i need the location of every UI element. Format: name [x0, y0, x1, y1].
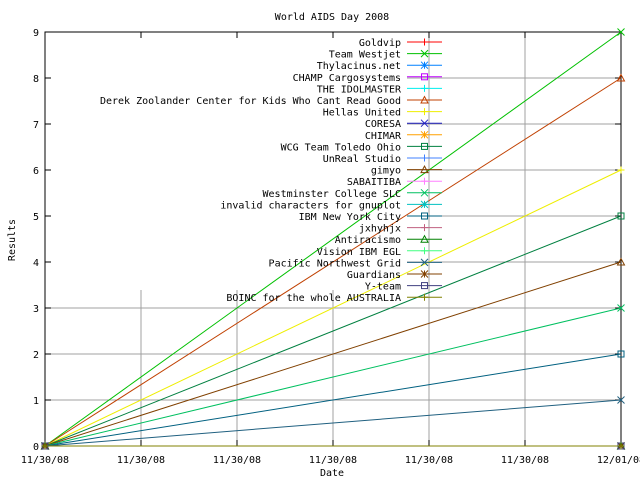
legend-marker	[421, 38, 428, 46]
data-point	[617, 350, 625, 358]
data-point	[616, 73, 626, 82]
legend-label: IBM New York City	[299, 212, 401, 223]
legend-label: Derek Zoolander Center for Kids Who Cant…	[100, 96, 401, 107]
legend-marker	[420, 130, 429, 139]
legend-label: Team Westjet	[329, 50, 401, 61]
legend-label: WCG Team Toledo Ohio	[281, 142, 401, 153]
legend-label: Thylacinus.net	[317, 61, 401, 72]
legend-marker	[421, 84, 428, 92]
legend-marker	[421, 212, 428, 220]
legend-label: CHIMAR	[365, 131, 402, 142]
legend-marker	[421, 247, 428, 255]
legend-marker	[421, 293, 428, 301]
x-tick-label: 11/30/08	[117, 455, 165, 466]
legend-marker	[421, 177, 428, 185]
data-point	[617, 212, 625, 220]
legend-marker	[421, 154, 428, 162]
y-tick-label: 3	[33, 304, 39, 315]
legend-marker	[420, 258, 429, 267]
legend-marker	[420, 61, 429, 70]
y-tick-label: 8	[33, 74, 39, 85]
legend-marker	[421, 108, 428, 116]
legend-label: UnReal Studio	[323, 154, 401, 165]
legend-label: SABAITIBA	[347, 177, 401, 188]
x-tick-label: 11/30/08	[309, 455, 357, 466]
legend-marker	[420, 165, 429, 174]
legend-marker	[420, 95, 429, 104]
legend-marker	[420, 200, 429, 209]
series	[41, 442, 625, 450]
legend-label: CORESA	[365, 119, 401, 130]
legend-label: THE IDOLMASTER	[317, 84, 402, 95]
legend-label: BOINC for the whole AUSTRALIA	[226, 293, 401, 304]
series-line	[44, 77, 622, 447]
legend-label: Guardians	[347, 270, 401, 281]
chart-title: World AIDS Day 2008	[275, 12, 389, 23]
legend-label: Goldvip	[359, 38, 401, 49]
data-point	[617, 304, 625, 312]
legend-marker	[420, 234, 429, 243]
y-tick-label: 1	[33, 396, 39, 407]
data-point	[617, 28, 625, 36]
x-tick-label: 11/30/08	[405, 455, 453, 466]
y-tick-label: 7	[33, 120, 39, 131]
series-line	[44, 31, 622, 447]
legend-label: Westminster College SLC	[263, 189, 401, 200]
x-tick-label: 12/01/08	[597, 455, 640, 466]
legend-marker	[421, 73, 428, 81]
data-point	[616, 257, 626, 266]
x-tick-label: 11/30/08	[21, 455, 69, 466]
y-axis-label: Results	[7, 219, 18, 261]
legend-marker	[421, 142, 428, 150]
grid	[45, 32, 621, 446]
legend-marker	[420, 188, 429, 197]
y-tick-label: 0	[33, 442, 39, 453]
legend-marker	[420, 119, 429, 128]
legend-marker	[420, 270, 429, 278]
series-line	[44, 353, 622, 447]
legend-label: Vision IBM EGL	[317, 247, 401, 258]
x-tick-label: 11/30/08	[213, 455, 261, 466]
series-line	[44, 215, 622, 447]
data-point	[617, 442, 625, 450]
data-point	[617, 396, 625, 404]
legend-label: Antiracismo	[335, 235, 401, 246]
legend-label: invalid characters for gnuplot	[220, 200, 401, 211]
x-tick-label: 11/30/08	[501, 455, 549, 466]
y-tick-label: 4	[33, 258, 39, 269]
legend-label: Hellas United	[323, 108, 401, 119]
series-line	[44, 307, 622, 447]
series-lines	[40, 28, 626, 450]
legend-label: jxhyhjx	[359, 224, 401, 235]
y-tick-label: 5	[33, 212, 39, 223]
legend-marker	[421, 282, 428, 290]
legend-label: gimyo	[371, 166, 401, 177]
legend-label: Y-team	[365, 282, 401, 293]
y-tick-label: 6	[33, 166, 39, 177]
legend-label: CHAMP Cargosystems	[293, 73, 401, 84]
x-axis-label: Date	[320, 468, 344, 479]
legend-marker	[421, 224, 428, 232]
legend-marker	[420, 49, 429, 58]
legend-label: Pacific Northwest Grid	[269, 258, 401, 269]
y-tick-label: 9	[33, 28, 39, 39]
data-point	[617, 166, 625, 174]
series-line	[44, 399, 622, 447]
data-point	[41, 442, 49, 450]
series-line	[44, 261, 622, 447]
series-line	[44, 169, 622, 447]
y-tick-label: 2	[33, 350, 39, 361]
